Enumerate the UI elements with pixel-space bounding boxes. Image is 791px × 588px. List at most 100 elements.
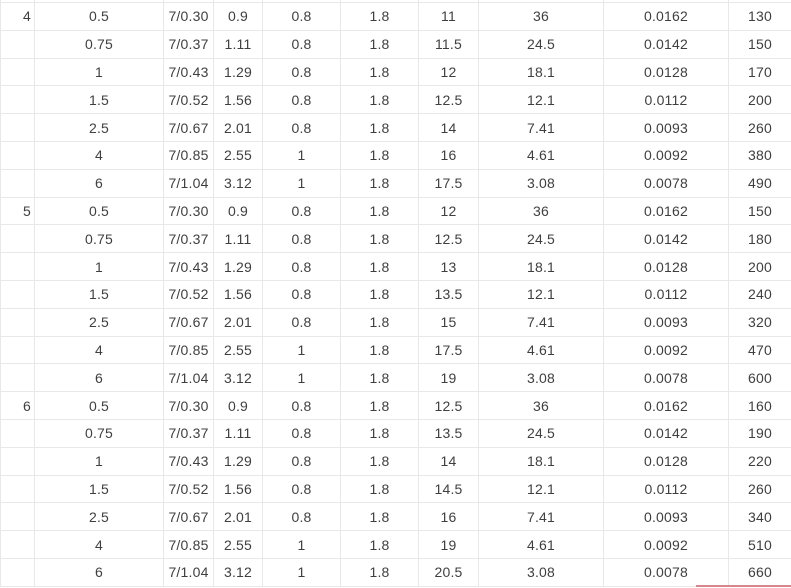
- table-cell: 24.5: [478, 29, 604, 59]
- table-cell: 7/0.67: [163, 502, 214, 532]
- table-cell: 7/0.67: [163, 113, 214, 142]
- table-cell: 1.8: [340, 391, 419, 420]
- table-cell: 16: [418, 140, 479, 170]
- table-cell: 1.8: [340, 140, 419, 170]
- table-cell: 0.75: [34, 418, 164, 448]
- table-cell: 0.0128: [603, 446, 729, 476]
- table-cell: 160: [728, 391, 791, 420]
- table-cell: 0.8: [262, 474, 341, 504]
- table-cell: 7/0.37: [163, 224, 214, 254]
- table-cell: 340: [728, 502, 791, 532]
- table-row: 0.75 7/0.37 1.11 0.8 1.8 12.5 24.5 0.0142 180: [0, 224, 791, 254]
- table-cell: 0.0142: [603, 29, 729, 59]
- table-cell: 0.75: [34, 29, 164, 59]
- table-row: 4 0.5 7/0.30 0.9 0.8 1.8 11 36 0.0162 130: [0, 2, 791, 31]
- table-cell: 13.5: [418, 418, 479, 448]
- table-cell: 1.56: [213, 474, 263, 504]
- table-cell: 150: [728, 29, 791, 59]
- red-underline: [696, 585, 791, 587]
- table-row: 2.5 7/0.67 2.01 0.8 1.8 15 7.41 0.0093 320: [0, 307, 791, 337]
- group-cell: [0, 252, 35, 281]
- table-cell: 240: [728, 279, 791, 309]
- table-cell: 1.29: [213, 252, 263, 281]
- table-cell: 0.9: [213, 391, 263, 420]
- table-cell: 1: [34, 57, 164, 87]
- table-cell: 0.0142: [603, 418, 729, 448]
- table-cell: 0.0162: [603, 196, 729, 226]
- table-cell: 600: [728, 363, 791, 393]
- table-cell: 4.61: [478, 140, 604, 170]
- table-cell: 12.5: [418, 391, 479, 420]
- table-cell: 7.41: [478, 307, 604, 337]
- table-cell: 2.5: [34, 113, 164, 142]
- table-cell: 470: [728, 335, 791, 365]
- table-cell: 0.0092: [603, 335, 729, 365]
- table-cell: 11.5: [418, 29, 479, 59]
- table-cell: 1.8: [340, 474, 419, 504]
- table-cell: 1.8: [340, 335, 419, 365]
- table-cell: 0.0093: [603, 502, 729, 532]
- table-cell: 1.8: [340, 113, 419, 142]
- table-cell: 1: [34, 446, 164, 476]
- table-cell: 510: [728, 530, 791, 559]
- table-cell: 7/0.52: [163, 279, 214, 309]
- group-cell: [0, 57, 35, 87]
- table-row: 4 7/0.85 2.55 1 1.8 19 4.61 0.0092 510: [0, 530, 791, 559]
- table-row: 1 7/0.43 1.29 0.8 1.8 12 18.1 0.0128 170: [0, 57, 791, 87]
- table-row: 1 7/0.43 1.29 0.8 1.8 13 18.1 0.0128 200: [0, 252, 791, 281]
- table-cell: 0.8: [262, 196, 341, 226]
- table-cell: 7.41: [478, 113, 604, 142]
- table-cell: 0.8: [262, 446, 341, 476]
- table-cell: 0.0078: [603, 168, 729, 198]
- group-cell: [0, 557, 35, 587]
- table-cell: 0.0162: [603, 2, 729, 31]
- group-cell: 6: [0, 391, 35, 420]
- group-cell: [0, 418, 35, 448]
- group-cell: [0, 224, 35, 254]
- table-cell: 1.56: [213, 85, 263, 115]
- table-cell: 7/0.67: [163, 307, 214, 337]
- table-cell: 2.01: [213, 307, 263, 337]
- table-cell: 0.8: [262, 279, 341, 309]
- table-cell: 260: [728, 474, 791, 504]
- table-cell: 1: [262, 530, 341, 559]
- table-cell: 1.8: [340, 418, 419, 448]
- group-cell: [0, 474, 35, 504]
- table-cell: 200: [728, 85, 791, 115]
- table-cell: 1: [262, 557, 341, 587]
- table-cell: 0.8: [262, 307, 341, 337]
- table-cell: 0.8: [262, 29, 341, 59]
- table-cell: 1.11: [213, 418, 263, 448]
- table-cell: 0.75: [34, 224, 164, 254]
- table-row: 4 7/0.85 2.55 1 1.8 16 4.61 0.0092 380: [0, 140, 791, 170]
- table-row: 2.5 7/0.67 2.01 0.8 1.8 14 7.41 0.0093 260: [0, 113, 791, 142]
- table-cell: 1.8: [340, 196, 419, 226]
- table-cell: 24.5: [478, 418, 604, 448]
- table-cell: 7/0.30: [163, 391, 214, 420]
- table-cell: 16: [418, 502, 479, 532]
- table-cell: 260: [728, 113, 791, 142]
- table-cell: 0.9: [213, 2, 263, 31]
- table-cell: 490: [728, 168, 791, 198]
- table-cell: 14.5: [418, 474, 479, 504]
- table-cell: 1.8: [340, 557, 419, 587]
- group-cell: [0, 140, 35, 170]
- table-cell: 1.11: [213, 224, 263, 254]
- table-cell: 0.8: [262, 252, 341, 281]
- table-cell: 36: [478, 196, 604, 226]
- table-cell: 3.12: [213, 168, 263, 198]
- table-cell: 20.5: [418, 557, 479, 587]
- table-cell: 1: [262, 335, 341, 365]
- table-cell: 12: [418, 196, 479, 226]
- table-cell: 7/0.52: [163, 85, 214, 115]
- table-cell: 1: [262, 363, 341, 393]
- table-cell: 12.5: [418, 85, 479, 115]
- table-cell: 0.0112: [603, 474, 729, 504]
- table-cell: 18.1: [478, 57, 604, 87]
- table-cell: 7/0.43: [163, 252, 214, 281]
- table-cell: 12.5: [418, 224, 479, 254]
- table-cell: 1.11: [213, 29, 263, 59]
- table-row: 0.75 7/0.37 1.11 0.8 1.8 13.5 24.5 0.0142 190: [0, 418, 791, 448]
- table-cell: 1.8: [340, 502, 419, 532]
